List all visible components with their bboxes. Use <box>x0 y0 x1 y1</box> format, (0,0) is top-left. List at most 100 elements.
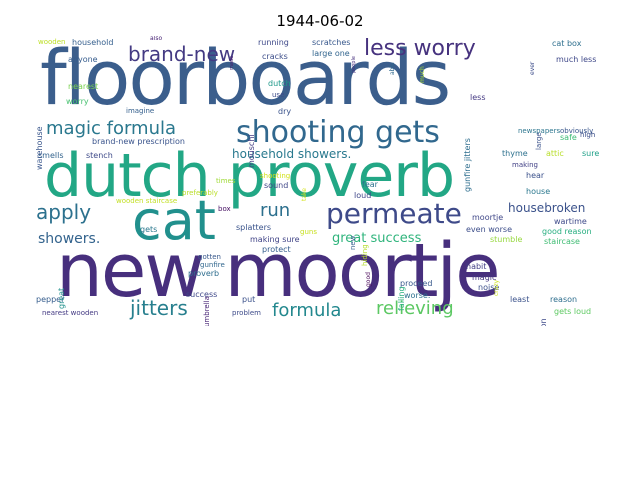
word: good <box>365 272 372 287</box>
word: less worry <box>364 36 476 61</box>
word: floorboards <box>40 36 451 122</box>
word: proverb <box>188 269 220 278</box>
word: hear <box>526 171 545 180</box>
word: crazy <box>493 279 500 296</box>
word: sure <box>582 149 600 158</box>
word: running <box>258 38 289 47</box>
word: making <box>512 161 538 169</box>
word: thyme <box>502 149 528 158</box>
word: gunfire <box>200 261 225 269</box>
word: wooden <box>38 38 66 46</box>
word: worse. <box>404 291 431 300</box>
word: worry <box>66 97 89 106</box>
word: reason <box>550 295 578 304</box>
word: magic formula <box>46 118 177 139</box>
word: take <box>301 188 308 201</box>
word: ever <box>529 61 536 75</box>
word: box <box>218 205 231 213</box>
word: able <box>389 62 396 75</box>
word: housebroken <box>508 201 586 215</box>
word: gotten <box>198 253 221 261</box>
word: gets <box>140 225 158 234</box>
word: stumble <box>490 235 523 244</box>
word: new moortje <box>56 228 501 314</box>
word: run <box>260 200 291 221</box>
word: stench <box>86 151 113 160</box>
word: noise <box>478 283 500 292</box>
word: making sure <box>250 235 300 244</box>
word: relieving <box>376 298 454 319</box>
word: preferably <box>182 189 218 197</box>
word: prescription <box>539 318 548 326</box>
word: umbrella <box>203 296 211 326</box>
word: large one <box>312 49 350 58</box>
word: permeate <box>326 197 462 230</box>
word: least <box>510 295 530 304</box>
word: splatters <box>236 223 272 232</box>
word: gets loud <box>554 307 592 316</box>
word: dry <box>278 107 292 116</box>
word: household <box>72 38 114 47</box>
word: cracks <box>262 52 288 61</box>
word: success <box>186 290 218 299</box>
word: attic <box>546 149 564 158</box>
word: sound <box>264 181 289 190</box>
word: imagine <box>126 107 155 115</box>
word: put <box>242 295 256 304</box>
word: great success <box>332 231 422 246</box>
word: great <box>57 287 66 309</box>
word: cat box <box>552 39 582 48</box>
word: protect <box>262 245 291 254</box>
word: also <box>150 36 163 42</box>
word: smells <box>38 151 64 160</box>
word: apply <box>36 200 92 224</box>
word: much <box>419 66 426 83</box>
word: brand-new prescription <box>92 137 185 146</box>
word: warehouse <box>36 126 44 170</box>
word: formula <box>272 300 342 321</box>
word: gunfire jitters <box>463 138 472 192</box>
word: guns <box>300 228 317 236</box>
word: people <box>351 56 357 73</box>
word: made <box>229 55 235 70</box>
word: newspapers <box>518 127 561 135</box>
word: times <box>216 177 236 185</box>
word: dutch proverb <box>44 141 455 211</box>
word: mouschi <box>247 134 256 168</box>
word: high <box>580 131 596 139</box>
word: loud <box>354 191 372 200</box>
word: nearest wooden <box>42 309 99 317</box>
word: staircase <box>544 237 580 246</box>
word: jitters <box>130 296 188 320</box>
word: less <box>470 93 486 102</box>
word: hiding <box>361 244 369 266</box>
word: habit <box>466 262 487 271</box>
word: falling <box>397 286 406 311</box>
word: even worse <box>466 225 513 234</box>
word: good reason <box>542 227 592 236</box>
word: use <box>272 91 285 99</box>
word: scratches <box>312 38 351 47</box>
word: proceed <box>400 279 433 288</box>
word: dutch <box>268 79 291 88</box>
word: obviously <box>560 127 594 135</box>
word: anyone <box>68 55 98 64</box>
word: problem <box>232 309 261 317</box>
chart-title: 1944-06-02 <box>276 12 364 30</box>
word: shooting <box>260 172 291 180</box>
word-cloud: floorboards dutch proverb new moortje ca… <box>36 36 604 326</box>
word: moortje <box>472 213 504 222</box>
word: wartime <box>554 217 587 226</box>
word: brand-new <box>128 42 236 66</box>
word: nearest <box>68 82 99 91</box>
word: household showers. <box>232 147 352 161</box>
word: large <box>535 132 543 150</box>
word: safe <box>560 133 577 142</box>
word: shooting gets <box>236 115 440 150</box>
word: wooden staircase <box>116 197 178 205</box>
word: pepper <box>36 295 65 304</box>
word: magic <box>472 273 497 282</box>
word: new <box>349 235 357 250</box>
word: fear <box>362 180 378 189</box>
word: much less <box>556 55 597 64</box>
